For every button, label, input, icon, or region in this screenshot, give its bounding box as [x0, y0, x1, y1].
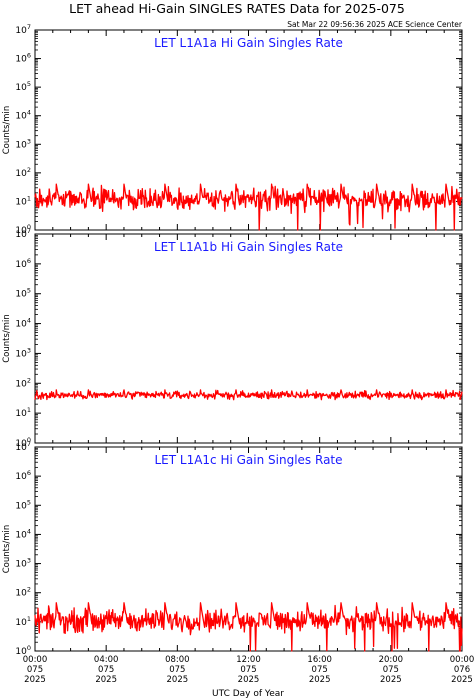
x-tick-label: 16:00	[307, 655, 332, 665]
y-tick-label: 103	[15, 557, 31, 570]
x-tick-label: 075	[312, 665, 328, 675]
x-tick-label: 2025	[95, 675, 117, 685]
y-tick-label: 107	[15, 23, 31, 36]
x-tick-label: 12:00	[236, 655, 261, 665]
y-axis-label: Counts/min	[2, 525, 12, 574]
timestamp: Sat Mar 22 09:56:36 2025 ACE Science Cen…	[287, 20, 463, 29]
y-tick-label: 101	[15, 194, 31, 207]
y-tick-label: 106	[15, 52, 31, 65]
y-tick-label: 102	[15, 586, 31, 599]
y-tick-label: 107	[15, 440, 31, 453]
y-tick-label: 103	[15, 137, 31, 150]
x-tick-label: 00:00	[450, 655, 475, 665]
y-tick-label: 104	[15, 317, 31, 330]
y-axis-label: Counts/min	[2, 314, 12, 363]
y-tick-label: 103	[15, 346, 31, 359]
x-tick-label: 04:00	[94, 655, 119, 665]
y-tick-label: 101	[15, 615, 31, 628]
y-tick-label: 100	[15, 644, 31, 657]
y-tick-label: 102	[15, 166, 31, 179]
y-tick-label: 104	[15, 109, 31, 122]
x-tick-label: 075	[98, 665, 114, 675]
panel-title: LET L1A1a Hi Gain Singles Rate	[154, 36, 343, 50]
y-axis-label: Counts/min	[2, 106, 12, 155]
panel-title: LET L1A1b Hi Gain Singles Rate	[154, 240, 343, 254]
x-tick-label: 08:00	[165, 655, 190, 665]
x-tick-label: 2025	[24, 675, 46, 685]
y-tick-label: 100	[15, 223, 31, 236]
x-tick-label: 076	[454, 665, 470, 675]
plot-frame	[34, 233, 463, 444]
y-tick-label: 105	[15, 80, 31, 93]
chart-panel-3: 100 101 102 103 104 105 106 107 Counts/min LET L1…	[2, 440, 463, 657]
series-line	[34, 183, 463, 231]
y-tick-label: 102	[15, 376, 31, 389]
y-tick-label: 105	[15, 498, 31, 511]
series-line	[34, 389, 463, 401]
x-tick-label: 075	[169, 665, 185, 675]
y-tick-label: 101	[15, 406, 31, 419]
chart-panel-2: 100 101 102 103 104 105 106 107 Counts/min LET L1…	[2, 227, 463, 449]
y-tick-label: 104	[15, 527, 31, 540]
y-tick-label: 106	[15, 257, 31, 270]
series-line	[34, 602, 463, 652]
y-tick-label: 105	[15, 287, 31, 300]
x-tick-label: 075	[383, 665, 399, 675]
x-tick-label: 075	[27, 665, 43, 675]
x-axis: 00:00075202504:00075202508:00075202512:0…	[23, 655, 475, 685]
panels: 100 101 102 103 104 105 106 107 Counts/min LET L1…	[2, 23, 463, 657]
x-tick-label: 2025	[451, 675, 473, 685]
x-tick-label: 075	[240, 665, 256, 675]
x-tick-label: 20:00	[379, 655, 404, 665]
x-tick-label: 2025	[238, 675, 260, 685]
x-axis-label: UTC Day of Year	[212, 689, 284, 699]
x-tick-label: 2025	[167, 675, 189, 685]
x-tick-label: 00:00	[23, 655, 48, 665]
x-tick-label: 2025	[309, 675, 331, 685]
x-tick-label: 2025	[380, 675, 402, 685]
panel-title: LET L1A1c Hi Gain Singles Rate	[154, 453, 342, 467]
y-tick-label: 107	[15, 227, 31, 240]
chart-panel-1: 100 101 102 103 104 105 106 107 Counts/min LET L1…	[2, 23, 463, 236]
figure-title: LET ahead Hi-Gain SINGLES RATES Data for…	[69, 1, 405, 16]
y-tick-label: 100	[15, 436, 31, 449]
y-tick-label: 106	[15, 469, 31, 482]
